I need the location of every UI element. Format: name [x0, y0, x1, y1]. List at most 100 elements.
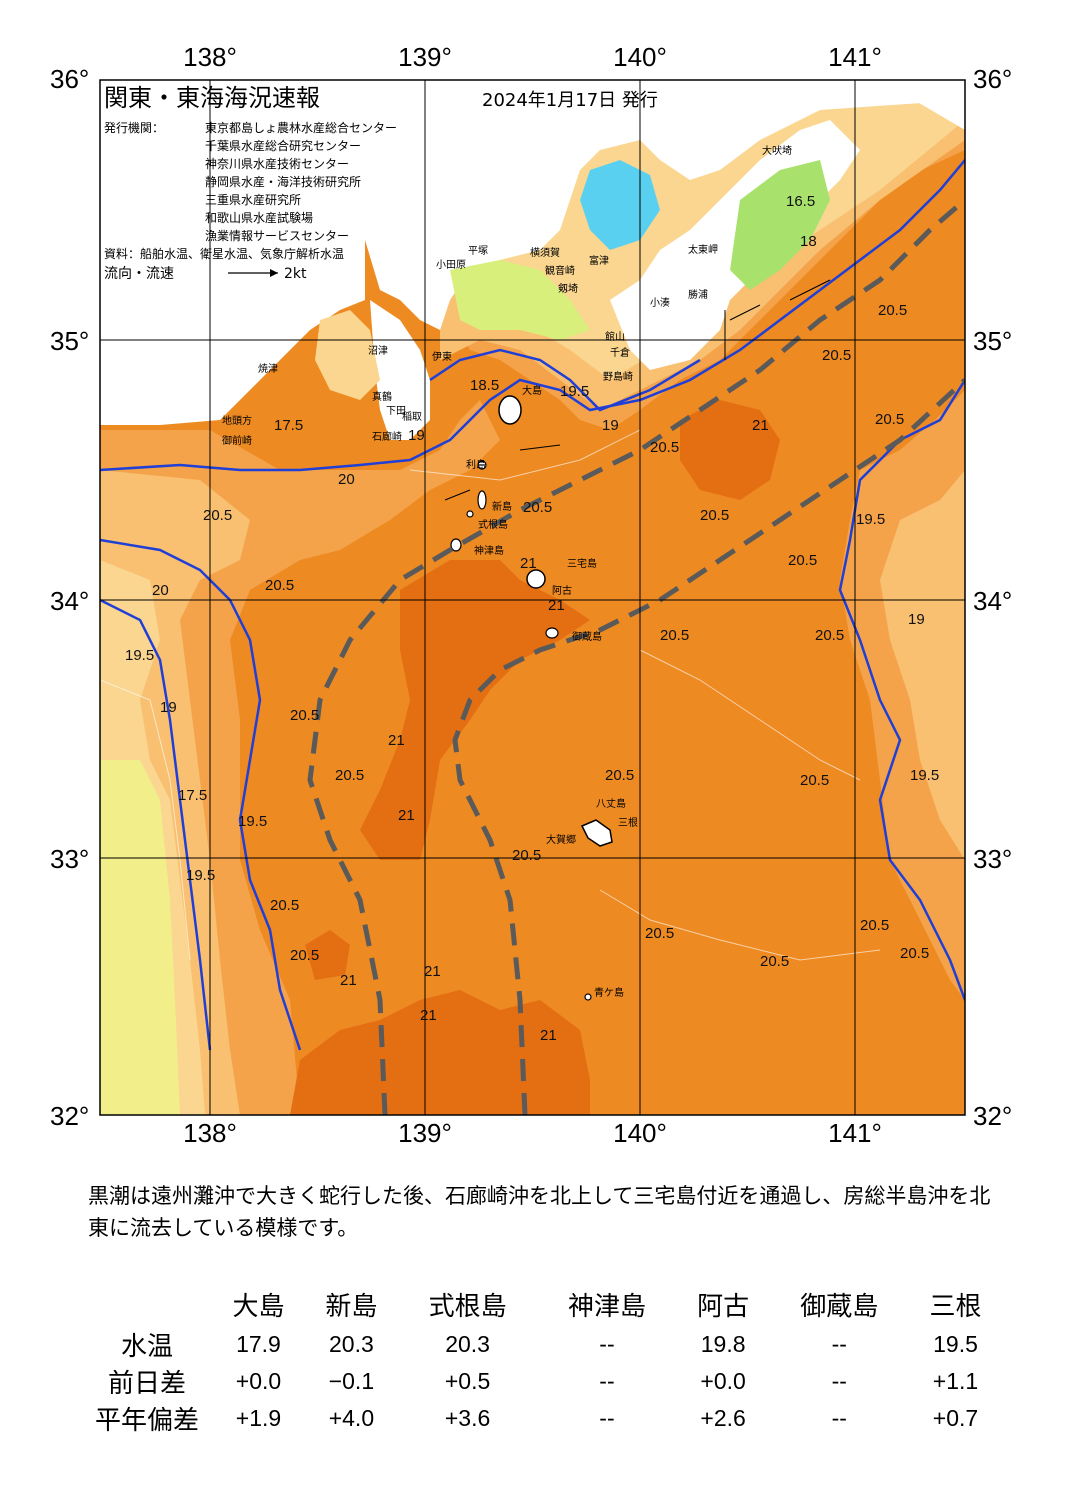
lat-label-right-32: 32° [973, 1101, 1012, 1131]
row-label: 前日差 [107, 1369, 186, 1399]
station-header: 阿古 [697, 1291, 750, 1322]
place-label: 大島 [522, 384, 542, 397]
map-frame [99, 79, 966, 1116]
station-temperature-table: 大島 新島 式根島 神津島 阿古 御蔵島 三根 水温 17.9 20.3 20.… [82, 1282, 1002, 1437]
publisher-4: 静岡県水産・海洋技術研究所 [205, 174, 361, 189]
isotherm-label: 17.5 [178, 787, 207, 804]
miyakejima-island [526, 569, 546, 589]
isotherm-label: 18 [800, 233, 817, 250]
publisher-6: 和歌山県水産試験場 [205, 210, 313, 225]
place-label: 富津 [589, 254, 609, 267]
lat-label-left-35: 35° [50, 326, 89, 356]
lat-label-left-32: 32° [50, 1101, 89, 1131]
isotherm-label: 21 [752, 417, 769, 434]
isotherm-19-5-coast [429, 348, 701, 412]
row-label: 水温 [120, 1332, 173, 1362]
isotherm-label: 19 [602, 417, 619, 434]
place-label: 剱埼 [558, 282, 578, 295]
isotherm-label: 20.5 [512, 847, 541, 864]
isotherm-label: 20.5 [900, 945, 929, 962]
row-label: 平年偏差 [94, 1406, 199, 1436]
table-cell: +0.7 [932, 1405, 979, 1431]
land-izu [370, 300, 430, 440]
table-cell: 20.3 [329, 1331, 374, 1357]
isotherm-label: 20.5 [523, 499, 552, 516]
table-cell: 20.3 [445, 1331, 490, 1357]
table-row: 平年偏差 +1.9 +4.0 +3.6 -- +2.6 -- +0.7 [82, 1400, 1002, 1437]
coast-yellow-izu-west [315, 310, 380, 400]
zone-21-kuroshio [360, 560, 590, 860]
niijima-island [477, 490, 487, 510]
station-header: 大島 [232, 1291, 285, 1322]
isotherm-20-west [100, 538, 302, 1051]
isotherm-label: 20.5 [875, 411, 904, 428]
isotherm-label: 19 [908, 611, 925, 628]
place-label: 焼津 [258, 363, 278, 375]
isotherm-label: 20.5 [660, 627, 689, 644]
place-label: 地頭方 [222, 414, 252, 427]
table-cell: -- [831, 1368, 847, 1394]
isotherm-label: 20.5 [645, 925, 674, 942]
land-north [365, 80, 965, 330]
isotherm-label: 21 [388, 732, 405, 749]
isotherm-label: 20 [338, 471, 355, 488]
kuroshio-axis [307, 198, 965, 1115]
table-header-row: 大島 新島 式根島 神津島 阿古 御蔵島 三根 [82, 1282, 1002, 1326]
place-label: 真鶴 [372, 390, 392, 403]
place-label: 伊東 [432, 350, 452, 363]
isotherm-label: 19.5 [238, 813, 267, 830]
aogashima-island [584, 993, 592, 1001]
publishers-label: 発行機関： [104, 120, 164, 135]
lon-label-bottom-139: 139° [398, 1118, 452, 1148]
current-legend-scale: 2kt [284, 266, 307, 282]
place-label: 観音崎 [545, 264, 575, 277]
table-cell: +2.6 [700, 1405, 746, 1431]
station-header: 三根 [929, 1291, 982, 1322]
lat-label-left-33: 33° [50, 844, 89, 874]
lon-label-top-141: 141° [828, 42, 882, 72]
place-label: 大賀郷 [546, 833, 576, 846]
isotherm-labels: 16.5 17.5 18 18.5 19 19.5 20 20.5 21 20.… [125, 193, 939, 1044]
table-cell: 17.9 [236, 1331, 281, 1357]
zone-19-5-east [880, 470, 965, 860]
isotherm-20-north [100, 159, 965, 472]
table-cell: +1.1 [932, 1368, 979, 1394]
table-cell: 19.5 [933, 1331, 978, 1357]
place-label: 三宅島 [567, 557, 597, 570]
isotherm-label: 16.5 [786, 193, 815, 210]
place-label: 三根 [618, 816, 638, 829]
isotherm-label: 19.5 [186, 867, 215, 884]
lon-label-bottom-141: 141° [828, 1118, 882, 1148]
shikinejima-island [466, 510, 474, 518]
table-cell: -- [599, 1368, 615, 1394]
isotherm-label: 21 [398, 807, 415, 824]
publisher-3: 神奈川県水産技術センター [205, 156, 349, 171]
lon-label-top-140: 140° [613, 42, 667, 72]
isotherm-label: 20.5 [335, 767, 364, 784]
isotherm-label: 20.5 [800, 772, 829, 789]
source-note: 資料：船舶水温、衛星水温、気象庁解析水温 [104, 246, 344, 261]
table-row: 前日差 +0.0 −0.1 +0.5 -- +0.0 -- +1.1 [82, 1363, 1002, 1400]
table-cell: -- [831, 1331, 847, 1357]
table-cell: +0.5 [444, 1368, 491, 1394]
lat-label-right-33: 33° [973, 844, 1012, 874]
current-legend-label: 流向・流速 [104, 266, 174, 282]
place-label: 神津島 [474, 544, 504, 557]
isotherm-19-west [100, 598, 212, 1051]
station-header: 神津島 [567, 1291, 646, 1322]
table-cell: -- [599, 1405, 615, 1431]
table-corner [82, 1282, 212, 1326]
graticule [100, 80, 965, 1115]
lat-label-right-36: 36° [973, 64, 1012, 94]
publisher-1: 東京都島しょ農林水産総合センター [205, 120, 397, 135]
isotherm-label: 20.5 [270, 897, 299, 914]
table-cell: +1.9 [235, 1405, 282, 1431]
table-cell: -- [599, 1331, 615, 1357]
place-label: 沼津 [368, 344, 388, 357]
lat-label-left-36: 36° [50, 64, 89, 94]
place-label: 下田 [386, 406, 406, 417]
sea-temperature-map: 138° 139° 140° 141° 138° 139° 140° 141° … [50, 42, 1012, 1148]
kuroshio-axis-east [452, 378, 965, 1115]
table-cell: +3.6 [444, 1405, 491, 1431]
place-label: 野島崎 [603, 370, 633, 383]
